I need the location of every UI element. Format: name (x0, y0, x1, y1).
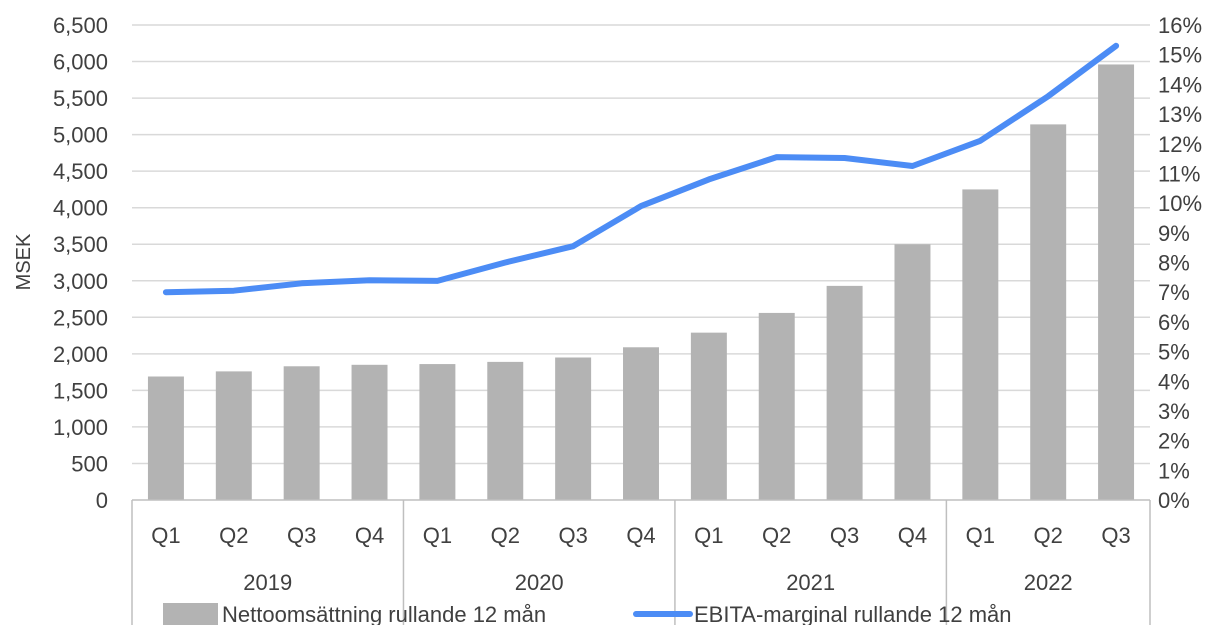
y-right-tick-label: 11% (1158, 161, 1200, 186)
x-group-label: 2021 (786, 570, 835, 595)
x-tick-label: Q1 (423, 523, 452, 548)
y-right-tick-label: 6% (1158, 310, 1190, 335)
legend: Nettoomsättning rullande 12 mån EBITA-mar… (163, 602, 1012, 625)
y-right-tick-label: 12% (1158, 132, 1202, 157)
x-tick-label: Q4 (898, 523, 927, 548)
bar (487, 361, 524, 500)
bar (147, 376, 184, 500)
y-axis-left: 0 500 1,000 1,500 2,000 2,500 3,000 3,500 4,000 4… (53, 13, 108, 513)
y-right-tick-label: 5% (1158, 340, 1190, 365)
x-tick-label: Q4 (626, 523, 655, 548)
x-tick-label: Q2 (762, 523, 791, 548)
y-right-tick-label: 9% (1158, 221, 1190, 246)
x-tick-label: Q3 (558, 523, 587, 548)
y-left-tick-label: 5,000 (53, 123, 108, 148)
bar (555, 357, 592, 500)
y-left-tick-label: 1,000 (53, 415, 108, 440)
bar (690, 332, 727, 500)
x-tick-label: Q3 (1101, 523, 1130, 548)
legend-swatch-bar (163, 603, 218, 625)
x-tick-label: Q3 (287, 523, 316, 548)
y-left-tick-label: 4,000 (53, 196, 108, 221)
y-right-tick-label: 3% (1158, 399, 1190, 424)
x-tick-label: Q3 (830, 523, 859, 548)
line-series (162, 42, 1120, 296)
legend-label-line: EBITA-marginal rullande 12 mån (694, 602, 1012, 625)
y-left-tick-label: 6,500 (53, 13, 108, 38)
x-tick-label: Q4 (355, 523, 384, 548)
y-left-tick-label: 6,000 (53, 50, 108, 75)
y-right-tick-label: 1% (1158, 458, 1190, 483)
x-group-label: 2019 (243, 570, 292, 595)
y-left-tick-label: 3,000 (53, 269, 108, 294)
x-axis: Q1 Q2 Q3 Q4 Q1 Q2 Q3 Q4 Q1 Q2 Q3 Q4 Q1 Q2 Q3 2019 2020 20… (131, 499, 1151, 625)
y-left-tick-label: 2,500 (53, 305, 108, 330)
x-tick-label: Q2 (491, 523, 520, 548)
bar (962, 189, 999, 500)
y-right-tick-label: 4% (1158, 369, 1190, 394)
bar (623, 347, 659, 500)
x-tick-label: Q1 (966, 523, 995, 548)
y-right-tick-label: 0% (1158, 488, 1190, 513)
bar (283, 366, 320, 500)
y-right-tick-label: 13% (1158, 102, 1202, 127)
y-right-tick-label: 8% (1158, 251, 1190, 276)
bar (826, 285, 863, 500)
y-left-tick-label: 500 (71, 451, 108, 476)
x-tick-label: Q2 (219, 523, 248, 548)
y-right-tick-label: 7% (1158, 280, 1190, 305)
x-tick-label: Q2 (1034, 523, 1063, 548)
y-right-tick-label: 16% (1158, 13, 1202, 38)
y-right-tick-label: 15% (1158, 43, 1202, 68)
y-right-tick-label: 10% (1158, 191, 1202, 216)
x-tick-label: Q1 (694, 523, 723, 548)
y-left-tick-label: 1,500 (53, 378, 108, 403)
y-axis-right: 0% 1% 2% 3% 4% 5% 6% 7% 8% 9% 10% 11% 12% 13% 14% 15% 16… (1158, 13, 1202, 513)
bar (1030, 124, 1067, 500)
bar (419, 364, 456, 500)
bar (215, 371, 252, 500)
y-left-tick-label: 2,000 (53, 342, 108, 367)
x-tick-label: Q1 (151, 523, 180, 548)
bar (758, 312, 795, 500)
legend-label-bar: Nettoomsättning rullande 12 mån (222, 602, 546, 625)
y-left-tick-label: 5,500 (53, 86, 108, 111)
x-group-label: 2022 (1024, 570, 1073, 595)
ebita-margin-line (162, 42, 1120, 296)
x-group-label: 2020 (515, 570, 564, 595)
bar (351, 364, 388, 500)
y-axis-left-title: MSEK (13, 233, 35, 290)
bar-series (147, 64, 1135, 500)
y-left-tick-label: 0 (96, 488, 108, 513)
y-right-tick-label: 2% (1158, 429, 1190, 454)
y-left-tick-label: 3,500 (53, 232, 108, 257)
bar (1098, 64, 1135, 500)
y-left-tick-label: 4,500 (53, 159, 108, 184)
y-right-tick-label: 14% (1158, 72, 1202, 97)
bar (894, 244, 931, 500)
